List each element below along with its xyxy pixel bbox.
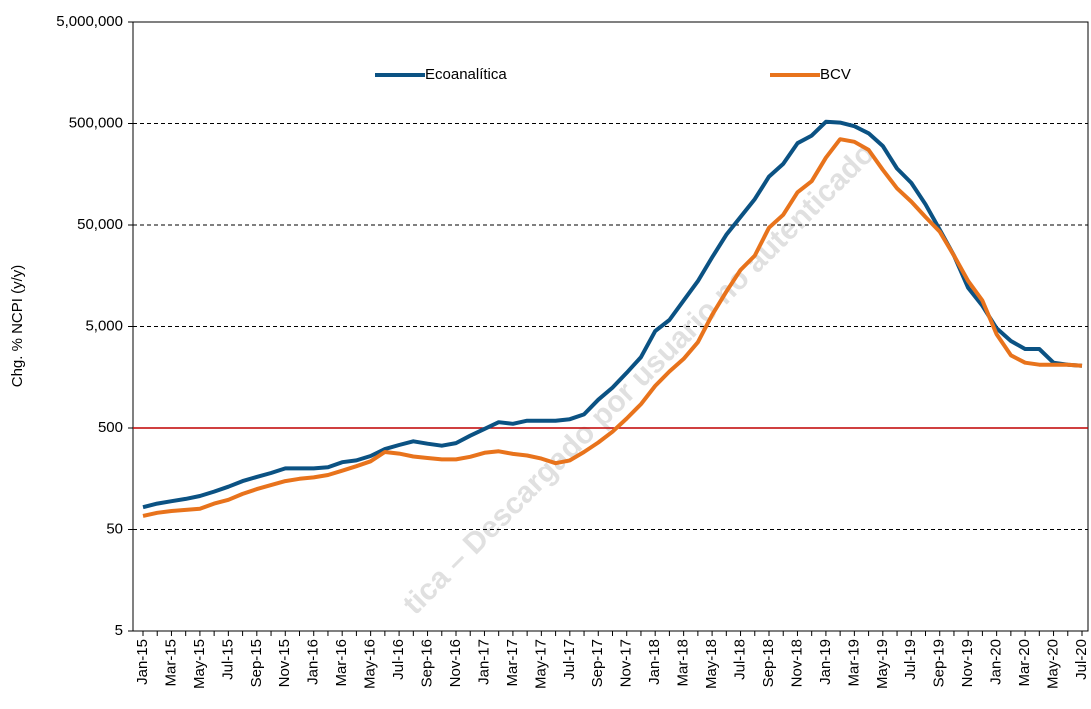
x-tick-label: Mar-15: [162, 639, 179, 687]
y-tick-label: 5: [115, 622, 123, 639]
legend-label: Ecoanalítica: [425, 66, 507, 83]
x-tick-label: Nov-19: [959, 639, 976, 687]
x-tick-label: Jan-19: [817, 639, 834, 685]
x-tick-label: Sep-19: [931, 639, 948, 687]
x-tick-label: Mar-20: [1016, 639, 1033, 687]
y-tick-label: 50: [106, 520, 123, 537]
x-tick-label: May-19: [874, 639, 891, 689]
legend-label: BCV: [820, 66, 851, 83]
y-tick-label: 5,000,000: [56, 13, 123, 30]
x-tick-label: Jan-16: [305, 639, 322, 685]
x-tick-label: Nov-16: [447, 639, 464, 687]
x-tick-label: Sep-17: [589, 639, 606, 687]
y-tick-label: 50,000: [77, 216, 123, 233]
x-tick-label: Jul-16: [390, 639, 407, 680]
x-tick-label: Mar-18: [675, 639, 692, 687]
x-tick-label: Sep-15: [248, 639, 265, 687]
x-tick-label: Jan-15: [134, 639, 151, 685]
x-tick-label: May-15: [191, 639, 208, 689]
y-tick-label: 500: [98, 419, 123, 436]
x-tick-label: Nov-15: [276, 639, 293, 687]
x-tick-label: Jul-17: [561, 639, 578, 680]
y-tick-label: 5,000: [85, 317, 123, 334]
x-tick-label: Nov-17: [618, 639, 635, 687]
watermark: tica – Descargado por usuario no autenti…: [397, 137, 881, 621]
x-tick-label: Jan-17: [475, 639, 492, 685]
x-tick-label: May-20: [1045, 639, 1062, 689]
x-tick-label: Jan-18: [646, 639, 663, 685]
x-tick-label: May-16: [362, 639, 379, 689]
x-tick-label: Jul-15: [219, 639, 236, 680]
series-line: [142, 137, 1083, 518]
x-tick-label: Nov-18: [788, 639, 805, 687]
series-line: [142, 119, 1083, 510]
x-tick-label: Mar-19: [845, 639, 862, 687]
x-tick-label: May-18: [703, 639, 720, 689]
x-tick-label: May-17: [532, 639, 549, 689]
x-tick-label: Jul-18: [732, 639, 749, 680]
y-axis-label: Chg. % NCPI (y/y): [9, 265, 26, 388]
x-tick-label: Jul-19: [902, 639, 919, 680]
x-tick-label: Sep-18: [760, 639, 777, 687]
y-tick-label: 500,000: [69, 114, 123, 131]
x-tick-label: Jan-20: [988, 639, 1005, 685]
x-tick-label: Mar-17: [504, 639, 521, 687]
x-tick-label: Mar-16: [333, 639, 350, 687]
x-tick-label: Sep-16: [419, 639, 436, 687]
x-tick-label: Jul-20: [1073, 639, 1090, 680]
